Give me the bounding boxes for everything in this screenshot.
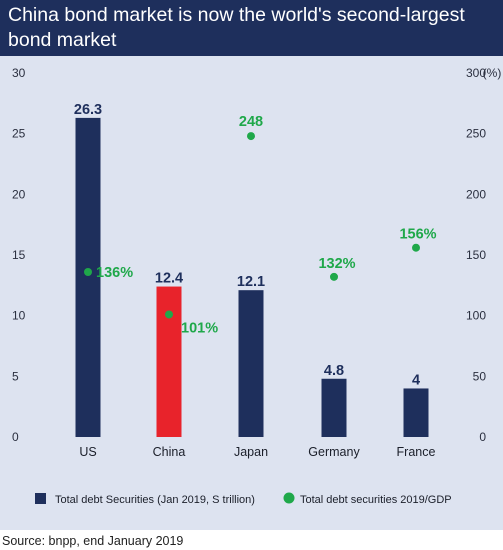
right-axis-tick-label: 250	[466, 127, 486, 141]
gdp-ratio-label: 136%	[96, 265, 133, 281]
category-label: France	[397, 445, 436, 459]
gdp-ratio-label: 156%	[399, 227, 436, 243]
left-axis-tick-label: 5	[12, 369, 19, 383]
legend-bar-label: Total debt Securities (Jan 2019, S trill…	[55, 494, 255, 506]
category-label: Germany	[308, 445, 360, 459]
left-axis-tick-label: 25	[12, 127, 26, 141]
bar-japan	[238, 290, 264, 437]
legend-bar-swatch	[35, 493, 46, 504]
right-axis-unit-label: (%)	[483, 66, 502, 80]
left-axis-tick-label: 30	[12, 66, 26, 80]
right-axis-tick-label: 150	[466, 248, 486, 262]
left-axis-tick-label: 20	[12, 187, 26, 201]
bar-value-label: 4.8	[324, 363, 344, 379]
gdp-ratio-dot-japan	[247, 132, 255, 141]
left-axis-tick-label: 15	[12, 248, 26, 262]
bar-china	[156, 286, 182, 437]
bar-germany	[321, 378, 347, 437]
left-axis-tick-label: 0	[12, 430, 19, 444]
category-label: Japan	[234, 445, 268, 459]
source-note: Source: bnpp, end January 2019	[2, 534, 184, 548]
gdp-ratio-dot-china	[165, 310, 173, 319]
bond-market-chart: 051015202530050100150200250300(%)26.3US1…	[12, 66, 502, 506]
right-axis-tick-label: 200	[466, 187, 486, 201]
left-axis-tick-label: 10	[12, 309, 26, 323]
legend-dot-swatch	[283, 492, 295, 504]
right-axis-tick-label: 0	[479, 430, 486, 444]
gdp-ratio-dot-france	[412, 243, 420, 252]
bar-value-label: 12.4	[155, 271, 183, 287]
chart-title: China bond market is now the world's sec…	[8, 4, 465, 51]
gdp-ratio-dot-germany	[330, 272, 338, 281]
bar-france	[403, 388, 429, 437]
bar-value-label: 26.3	[74, 102, 102, 118]
gdp-ratio-label: 248	[239, 114, 263, 130]
bar-value-label: 12.1	[237, 274, 265, 290]
bar-value-label: 4	[412, 372, 420, 388]
gdp-ratio-label: 132%	[318, 256, 355, 272]
category-label: China	[153, 445, 186, 459]
category-label: US	[79, 445, 96, 459]
right-axis-tick-label: 300	[466, 66, 486, 80]
right-axis-tick-label: 50	[473, 369, 487, 383]
gdp-ratio-dot-us	[84, 267, 92, 276]
legend-dot-label: Total debt securities 2019/GDP	[300, 494, 452, 506]
bar-us	[75, 117, 101, 437]
gdp-ratio-label: 101%	[181, 320, 218, 336]
chart-header: China bond market is now the world's sec…	[0, 0, 503, 56]
right-axis-tick-label: 100	[466, 309, 486, 323]
